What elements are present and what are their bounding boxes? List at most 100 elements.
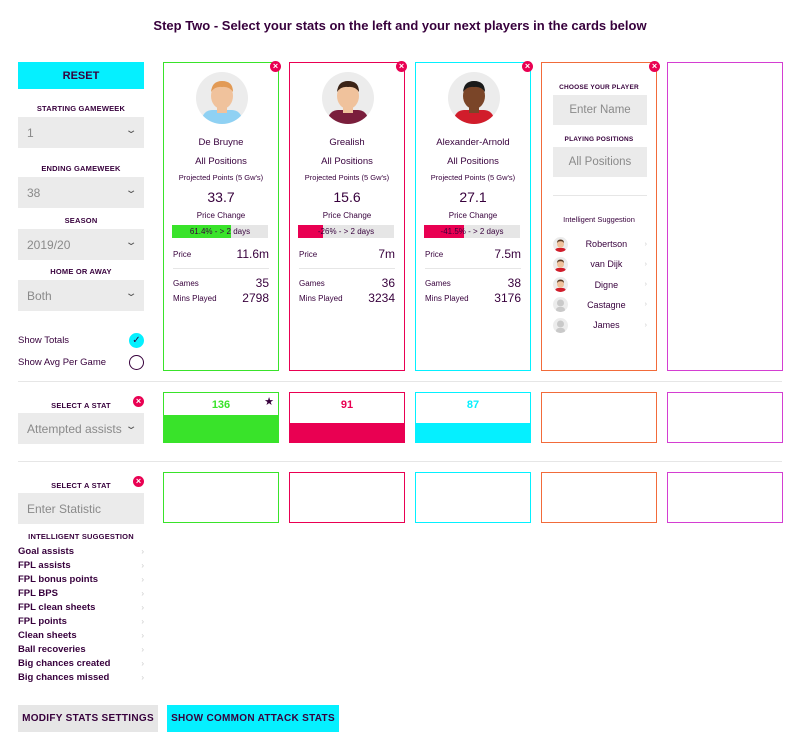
close-card-icon[interactable]: × — [522, 61, 533, 72]
price-change-text: -41.5% - > 2 days — [440, 227, 504, 236]
player-card[interactable]: De Bruyne All Positions Projected Points… — [163, 62, 279, 371]
modify-stats-settings-button[interactable]: MODIFY STATS SETTINGS — [18, 705, 158, 732]
player-avatar — [553, 277, 568, 293]
mins-played-value: 3234 — [368, 291, 395, 305]
season-select[interactable]: 2019/20 ⌄ — [18, 229, 144, 260]
chevron-right-icon: › — [141, 588, 144, 598]
show-totals-row: Show Totals ✓ — [18, 331, 144, 349]
player-suggestion-item[interactable]: James › — [553, 316, 647, 334]
price-change-text: -26% - > 2 days — [317, 227, 375, 236]
chevron-right-icon: › — [141, 644, 144, 654]
ending-gameweek-select[interactable]: 38 ⌄ — [18, 177, 144, 208]
player-avatar — [553, 297, 568, 313]
stat-select-1-value: Attempted assists — [27, 421, 122, 436]
chevron-right-icon: › — [141, 630, 144, 640]
empty-stat-box — [541, 472, 657, 523]
reset-button[interactable]: RESET — [18, 62, 144, 89]
stat-search-placeholder: Enter Statistic — [27, 501, 102, 516]
stat-value: 87 — [466, 399, 480, 411]
price-row: Price 7.5m — [425, 247, 521, 261]
stat-suggestion-item[interactable]: Clean sheets › — [18, 628, 144, 642]
empty-player-card[interactable] — [667, 62, 783, 371]
games-value: 35 — [255, 276, 269, 290]
home-or-away-label: HOME OR AWAY — [50, 267, 112, 276]
page-title: Step Two - Select your stats on the left… — [153, 18, 647, 33]
player-avatar — [553, 256, 568, 272]
player-avatar — [448, 72, 500, 124]
home-or-away-value: Both — [27, 288, 52, 303]
divider — [299, 268, 395, 269]
close-card-icon[interactable]: × — [270, 61, 281, 72]
stat-suggestion-item[interactable]: Ball recoveries › — [18, 642, 144, 656]
show-totals-label: Show Totals — [18, 334, 70, 346]
player-suggestion-name: Castagne — [587, 299, 626, 310]
show-common-attack-stats-button[interactable]: SHOW COMMON ATTACK STATS — [167, 705, 339, 732]
mins-played-row: Mins Played 3176 — [425, 291, 521, 305]
playing-positions-select[interactable]: All Positions — [553, 147, 647, 177]
projected-points-label: Projected Points (5 Gw's) — [304, 173, 390, 182]
stat-value: 136 — [211, 399, 231, 411]
player-positions: All Positions — [321, 156, 373, 167]
stat-select-1[interactable]: Attempted assists ⌄ — [18, 413, 144, 444]
divider — [553, 195, 647, 196]
stat-suggestion-item[interactable]: Big chances missed › — [18, 670, 144, 684]
games-label: Games — [173, 278, 199, 288]
chevron-right-icon: › — [141, 658, 144, 668]
mins-played-value: 3176 — [494, 291, 521, 305]
mins-played-row: Mins Played 2798 — [173, 291, 269, 305]
show-avg-radio[interactable] — [129, 354, 144, 370]
player-avatar — [322, 72, 374, 124]
show-totals-radio[interactable]: ✓ — [129, 332, 144, 348]
player-name-input[interactable]: Enter Name — [553, 95, 647, 125]
stat-suggestion-label: Big chances created — [18, 657, 111, 669]
price-value: 7.5m — [494, 247, 521, 261]
price-value: 7m — [378, 247, 395, 261]
stat-value: 91 — [340, 399, 354, 411]
player-suggestion-item[interactable]: Castagne › — [553, 296, 647, 314]
games-row: Games 38 — [425, 276, 521, 290]
select-stat-label: SELECT A STAT — [51, 401, 111, 410]
player-name: Alexander-Arnold — [436, 137, 510, 148]
remove-stat-icon[interactable]: × — [133, 396, 144, 407]
stat-suggestion-list: Goal assists › FPL assists › FPL bonus point… — [18, 544, 144, 684]
chevron-down-icon: ⌄ — [124, 125, 138, 136]
games-value: 36 — [381, 276, 395, 290]
price-change-fill — [172, 225, 231, 238]
projected-points-value: 15.6 — [333, 189, 361, 205]
stat-search-input[interactable]: Enter Statistic — [18, 493, 144, 524]
remove-stat-icon[interactable]: × — [133, 476, 144, 487]
starting-gameweek-select[interactable]: 1 ⌄ — [18, 117, 144, 148]
intelligent-suggestion-label: Intelligent Suggestion — [563, 215, 635, 224]
divider — [173, 268, 269, 269]
home-or-away-select[interactable]: Both ⌄ — [18, 280, 144, 311]
stat-suggestion-item[interactable]: Goal assists › — [18, 544, 144, 558]
mins-played-label: Mins Played — [299, 293, 343, 303]
stat-suggestion-item[interactable]: FPL points › — [18, 614, 144, 628]
stat-suggestion-item[interactable]: Big chances created › — [18, 656, 144, 670]
divider — [18, 461, 782, 462]
choose-player-label: CHOOSE YOUR PLAYER — [559, 84, 639, 91]
player-suggestion-item[interactable]: Digne › — [553, 276, 647, 294]
stat-suggestion-item[interactable]: FPL bonus points › — [18, 572, 144, 586]
price-change-label: Price Change — [322, 211, 372, 220]
close-card-icon[interactable]: × — [649, 61, 660, 72]
projected-points-label: Projected Points (5 Gw's) — [178, 173, 264, 182]
player-positions: All Positions — [447, 156, 499, 167]
games-row: Games 35 — [173, 276, 269, 290]
player-card[interactable]: Grealish All Positions Projected Points … — [289, 62, 405, 371]
player-suggestion-item[interactable]: Robertson › — [553, 235, 647, 253]
mins-played-row: Mins Played 3234 — [299, 291, 395, 305]
stat-suggestion-item[interactable]: FPL BPS › — [18, 586, 144, 600]
price-change-text: 61.4% - > 2 days — [189, 227, 251, 236]
empty-stat-box — [415, 472, 531, 523]
chevron-right-icon: › — [141, 672, 144, 682]
player-suggestion-item[interactable]: van Dijk › — [553, 255, 647, 273]
stat-suggestion-item[interactable]: FPL clean sheets › — [18, 600, 144, 614]
player-card[interactable]: Alexander-Arnold All Positions Projected… — [415, 62, 531, 371]
projected-points-value: 33.7 — [207, 189, 235, 205]
close-card-icon[interactable]: × — [396, 61, 407, 72]
games-label: Games — [425, 278, 451, 288]
stat-suggestion-label: Big chances missed — [18, 671, 110, 683]
stat-suggestion-item[interactable]: FPL assists › — [18, 558, 144, 572]
mins-played-label: Mins Played — [173, 293, 217, 303]
